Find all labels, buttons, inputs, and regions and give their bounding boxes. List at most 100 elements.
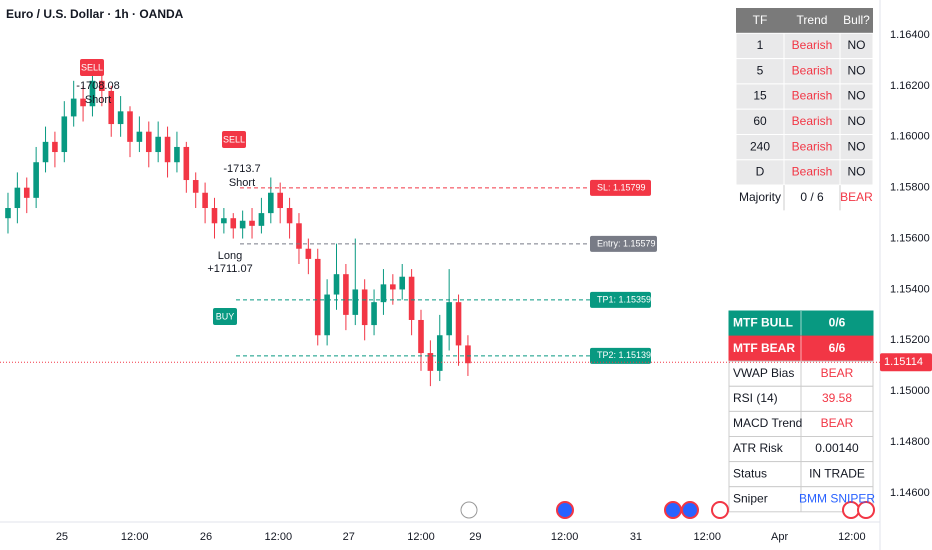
y-tick-label: 1.16000 — [890, 131, 930, 143]
candle-body — [174, 146, 180, 163]
table-cell: 15 — [753, 89, 767, 103]
candle-body — [183, 146, 190, 181]
status-label: MACD Trend — [733, 416, 802, 430]
candle-body — [333, 274, 340, 295]
status-value: 0.00140 — [815, 441, 859, 455]
candle-body — [352, 289, 359, 315]
table-row-bg — [735, 58, 874, 85]
candle-body — [70, 98, 77, 117]
table-cell: 5 — [757, 63, 764, 77]
x-tick-label: Apr — [771, 531, 788, 543]
x-tick-label: 25 — [56, 531, 68, 543]
signal-badge — [80, 59, 104, 76]
candle-body — [418, 319, 424, 354]
trade-annotation: Long — [218, 250, 242, 262]
candle-body — [314, 258, 321, 336]
candle-body — [42, 141, 49, 163]
table-cell: Bearish — [792, 114, 833, 128]
x-tick-label: 27 — [343, 531, 355, 543]
candle-body — [390, 284, 396, 290]
table-cell: BEAR — [840, 190, 873, 204]
x-tick-label: 31 — [630, 531, 642, 543]
candle-body — [145, 131, 152, 153]
y-tick-label: 1.15400 — [890, 283, 930, 295]
candle-body — [446, 302, 452, 336]
status-value: IN TRADE — [809, 466, 865, 480]
x-tick-label: 12:00 — [121, 531, 149, 543]
candle-body — [202, 192, 208, 209]
status-label: Sniper — [733, 491, 768, 505]
table-header: TF — [753, 13, 768, 27]
y-tick-label: 1.15200 — [890, 334, 930, 346]
x-tick-label: 12:00 — [407, 531, 435, 543]
event-icons — [460, 501, 875, 519]
trade-annotation: -1713.7 — [223, 163, 260, 175]
y-tick-label: 1.15000 — [890, 385, 930, 397]
candle-body — [399, 276, 406, 290]
status-label: MTF BEAR — [733, 341, 795, 355]
level-label-box — [590, 179, 651, 196]
level-label: TP1: 1.15359 — [597, 294, 651, 304]
trade-annotation: -1708.08 — [76, 80, 119, 92]
candle-body — [427, 353, 434, 371]
table-row-bg — [735, 184, 874, 211]
status-label: VWAP Bias — [733, 366, 794, 380]
candle-body — [108, 90, 115, 125]
candle-body — [230, 218, 237, 229]
y-tick-label: 1.14800 — [890, 436, 930, 448]
candle-body — [80, 98, 86, 107]
status-value: 39.58 — [822, 391, 852, 405]
candle-body — [99, 80, 105, 91]
candle-body — [52, 141, 58, 153]
candle-body — [117, 111, 124, 125]
status-value: 0/6 — [829, 316, 846, 330]
status-value: BEAR — [821, 416, 854, 430]
candle-body — [277, 192, 283, 209]
table-cell: 1 — [757, 38, 764, 52]
status-label: ATR Risk — [733, 441, 784, 455]
level-label: SL: 1.15799 — [597, 182, 646, 192]
status-label: RSI (14) — [733, 391, 778, 405]
candle-body — [380, 284, 387, 303]
table-cell: NO — [848, 63, 866, 77]
trade-annotation: Short — [85, 94, 111, 106]
table-cell: Bearish — [792, 165, 833, 179]
candle-body — [61, 116, 68, 153]
table-cell: Bearish — [792, 89, 833, 103]
trade-annotation: +1711.07 — [207, 263, 252, 275]
candle-body — [286, 208, 293, 224]
level-label: Entry: 1.15579 — [597, 238, 656, 248]
candle-body — [258, 213, 265, 226]
status-label: MTF BULL — [733, 316, 793, 330]
table-cell: Bearish — [792, 38, 833, 52]
candle-body — [296, 223, 302, 249]
y-tick-label: 1.14600 — [890, 487, 930, 499]
table-row-bg — [735, 108, 874, 135]
status-value: BEAR — [821, 366, 854, 380]
table-cell: NO — [848, 114, 866, 128]
level-label: TP2: 1.15139 — [597, 350, 651, 360]
table-cell: Bearish — [792, 63, 833, 77]
candle-body — [23, 187, 30, 198]
last-price-label: 1.15114 — [884, 356, 923, 368]
candle-body — [14, 187, 21, 209]
table-cell: 0 / 6 — [800, 190, 824, 204]
signal-label: BUY — [216, 311, 235, 321]
candle-body — [408, 276, 415, 320]
y-tick-label: 1.16200 — [890, 80, 930, 92]
status-value: 6/6 — [829, 341, 846, 355]
x-tick-label: 26 — [200, 531, 212, 543]
table-cell: 240 — [750, 139, 770, 153]
signal-label: SELL — [223, 134, 245, 144]
table-row-bg — [735, 83, 874, 110]
candle-body — [211, 208, 218, 224]
candle-body — [249, 220, 255, 226]
candle-body — [89, 80, 96, 107]
candle-body — [136, 131, 143, 142]
candle-body — [268, 192, 274, 214]
candle-body — [5, 208, 11, 219]
table-cell: NO — [848, 89, 866, 103]
candle-body — [155, 136, 161, 153]
level-label-box — [590, 235, 657, 252]
status-label: Status — [733, 466, 767, 480]
